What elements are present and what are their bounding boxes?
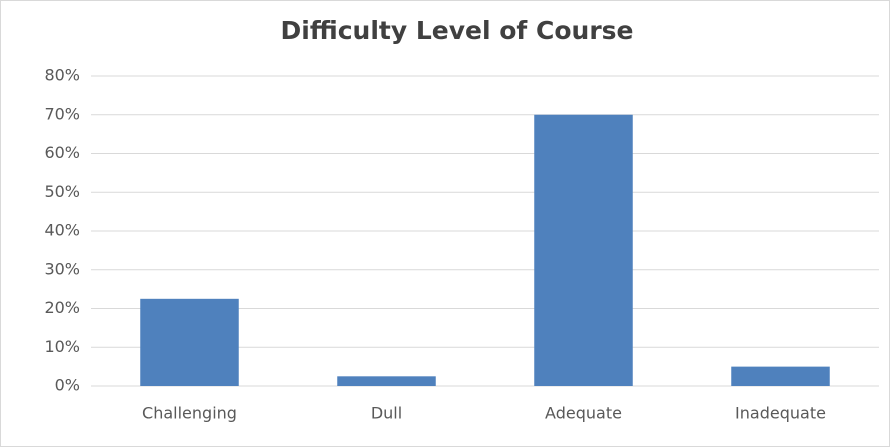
bar	[534, 114, 633, 386]
x-tick-label: Inadequate	[735, 404, 826, 423]
y-tick-label: 80%	[44, 66, 80, 85]
x-tick-label: Adequate	[545, 404, 622, 423]
y-tick-label: 30%	[44, 259, 80, 278]
y-tick-label: 70%	[44, 104, 80, 123]
chart-title: Difficulty Level of Course	[281, 16, 634, 45]
bar	[140, 298, 239, 386]
y-tick-label: 50%	[44, 182, 80, 201]
y-tick-label: 40%	[44, 221, 80, 240]
y-tick-label: 20%	[44, 298, 80, 317]
y-tick-label: 10%	[44, 337, 80, 356]
y-tick-label: 0%	[55, 376, 80, 395]
bar	[337, 376, 436, 386]
y-tick-label: 60%	[44, 143, 80, 162]
bar	[731, 366, 830, 386]
x-tick-label: Challenging	[142, 404, 237, 423]
x-tick-label: Dull	[371, 404, 402, 423]
